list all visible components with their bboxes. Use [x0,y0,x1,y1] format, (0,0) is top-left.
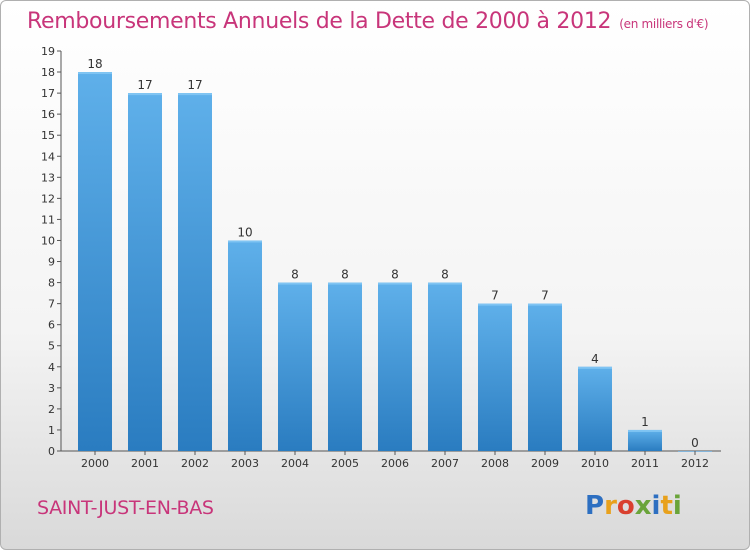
chart-unit: (en milliers d'€) [619,17,709,31]
x-tick-label-2000: 2000 [81,457,109,470]
x-tick-label-2011: 2011 [631,457,659,470]
y-tick-label: 16 [41,108,55,121]
chart-title-text: Remboursements Annuels de la Dette de 20… [27,9,612,34]
bar-top-highlight [78,72,112,75]
x-tick-label-2004: 2004 [281,457,309,470]
bar-2010 [578,366,612,451]
data-label-2011: 1 [641,415,649,429]
data-label-2000: 18 [87,57,102,71]
y-tick-label: 0 [48,445,55,458]
y-tick-label: 15 [41,129,55,142]
data-label-2009: 7 [541,289,549,303]
x-tick-label-2001: 2001 [131,457,159,470]
y-tick-label: 10 [41,234,55,247]
bar-top-highlight [178,93,212,96]
bar-top-highlight [378,282,412,285]
y-tick-label: 11 [41,213,55,226]
x-tick-label-2010: 2010 [581,457,609,470]
bar-top-highlight [228,240,262,243]
logo-letter: o [616,491,635,521]
bar-top-highlight [578,366,612,369]
x-tick-label-2009: 2009 [531,457,559,470]
y-tick-label: 8 [48,277,55,290]
bar-2008 [478,303,512,451]
x-tick-label-2007: 2007 [431,457,459,470]
bar-top-highlight [528,303,562,306]
y-tick-label: 9 [48,256,55,269]
logo-letter: P [585,491,605,521]
y-tick-label: 19 [41,45,55,58]
y-tick-label: 2 [48,403,55,416]
x-tick-label-2003: 2003 [231,457,259,470]
bar-top-highlight [478,303,512,306]
data-label-2006: 8 [391,268,399,282]
data-label-2008: 7 [491,289,499,303]
x-axis: 2000 2001 2002 2003 2004 2005 2006 2007 2008 2009… [81,451,709,470]
logo-letter: i [651,491,661,521]
logo-letter: i [672,491,682,521]
x-tick-label-2006: 2006 [381,457,409,470]
y-tick-label: 3 [48,382,55,395]
x-tick-label-2008: 2008 [481,457,509,470]
y-tick-label: 6 [48,319,55,332]
data-label-2003: 10 [237,225,252,239]
bar-top-highlight [428,282,462,285]
data-label-2007: 8 [441,268,449,282]
data-label-2010: 4 [591,352,599,366]
logo-letter: x [634,491,652,521]
bar-2005 [328,282,362,451]
town-name: SAINT-JUST-EN-BAS [37,497,214,519]
y-tick-label: 5 [48,340,55,353]
bar-2004 [278,282,312,451]
bar-2007 [428,282,462,451]
x-tick-label-2005: 2005 [331,457,359,470]
data-label-2005: 8 [341,268,349,282]
y-tick-label: 1 [48,424,55,437]
y-tick-label: 12 [41,192,55,205]
logo-letter: r [604,491,617,521]
y-tick-label: 17 [41,87,55,100]
y-tick-label: 7 [48,298,55,311]
bar-top-highlight [128,93,162,96]
bar-2002 [178,93,212,452]
chart-title: Remboursements Annuels de la Dette de 20… [27,9,709,34]
data-label-2004: 8 [291,268,299,282]
bar-2000 [78,72,112,451]
y-tick-label: 18 [41,66,55,79]
bar-top-highlight [328,282,362,285]
bar-2006 [378,282,412,451]
data-label-2012: 0 [691,436,699,450]
bar-2003 [228,240,262,451]
bar-top-highlight [628,429,662,432]
y-tick-label: 13 [41,171,55,184]
data-label-2002: 17 [187,78,202,92]
x-tick-label-2012: 2012 [681,457,709,470]
data-label-2001: 17 [137,78,152,92]
y-tick-label: 14 [41,150,55,163]
y-tick-label: 4 [48,361,55,374]
bar-2011 [628,429,662,451]
proxiti-logo: Proxiti [585,491,682,521]
bar-2001 [128,93,162,452]
bar-2009 [528,303,562,451]
bar-top-highlight [278,282,312,285]
logo-letter: t [660,491,673,521]
x-tick-label-2002: 2002 [181,457,209,470]
